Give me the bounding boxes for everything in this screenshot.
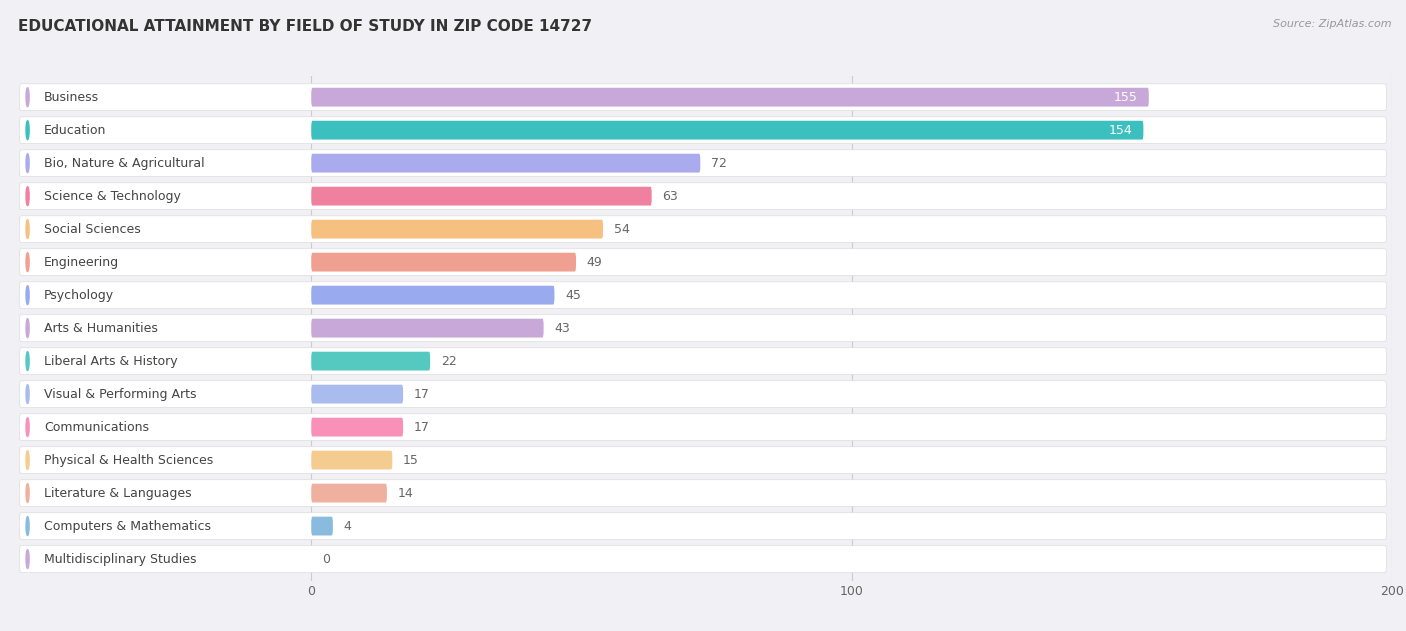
Circle shape <box>27 121 30 139</box>
FancyBboxPatch shape <box>311 451 392 469</box>
Text: Liberal Arts & History: Liberal Arts & History <box>44 355 177 368</box>
Text: Communications: Communications <box>44 421 149 433</box>
FancyBboxPatch shape <box>20 414 1386 440</box>
FancyBboxPatch shape <box>311 484 387 502</box>
FancyBboxPatch shape <box>25 351 284 370</box>
Text: Visual & Performing Arts: Visual & Performing Arts <box>44 387 197 401</box>
FancyBboxPatch shape <box>20 183 1386 209</box>
FancyBboxPatch shape <box>25 220 284 239</box>
Text: 54: 54 <box>614 223 630 235</box>
FancyBboxPatch shape <box>311 385 404 403</box>
Text: 43: 43 <box>554 322 571 334</box>
FancyBboxPatch shape <box>20 249 1386 276</box>
FancyBboxPatch shape <box>20 282 1386 309</box>
Text: 4: 4 <box>343 519 352 533</box>
Circle shape <box>27 187 30 206</box>
Text: 154: 154 <box>1109 124 1133 137</box>
Circle shape <box>27 451 30 469</box>
FancyBboxPatch shape <box>25 517 284 536</box>
FancyBboxPatch shape <box>25 550 284 569</box>
FancyBboxPatch shape <box>311 253 576 271</box>
Text: Arts & Humanities: Arts & Humanities <box>44 322 157 334</box>
FancyBboxPatch shape <box>311 121 1143 139</box>
Text: EDUCATIONAL ATTAINMENT BY FIELD OF STUDY IN ZIP CODE 14727: EDUCATIONAL ATTAINMENT BY FIELD OF STUDY… <box>18 19 592 34</box>
Text: Literature & Languages: Literature & Languages <box>44 487 191 500</box>
FancyBboxPatch shape <box>311 418 404 437</box>
Text: Engineering: Engineering <box>44 256 120 269</box>
FancyBboxPatch shape <box>25 187 284 206</box>
Text: Social Sciences: Social Sciences <box>44 223 141 235</box>
Text: Computers & Mathematics: Computers & Mathematics <box>44 519 211 533</box>
FancyBboxPatch shape <box>20 84 1386 110</box>
FancyBboxPatch shape <box>311 517 333 536</box>
Circle shape <box>27 154 30 172</box>
Text: 49: 49 <box>586 256 603 269</box>
Circle shape <box>27 319 30 338</box>
Text: 45: 45 <box>565 288 581 302</box>
Text: Multidisciplinary Studies: Multidisciplinary Studies <box>44 553 197 565</box>
FancyBboxPatch shape <box>20 117 1386 143</box>
Circle shape <box>27 286 30 305</box>
Circle shape <box>27 351 30 370</box>
FancyBboxPatch shape <box>20 480 1386 507</box>
FancyBboxPatch shape <box>25 253 284 271</box>
Text: 63: 63 <box>662 190 678 203</box>
Circle shape <box>27 253 30 271</box>
FancyBboxPatch shape <box>311 88 1149 107</box>
Text: 72: 72 <box>711 156 727 170</box>
FancyBboxPatch shape <box>20 216 1386 242</box>
Circle shape <box>27 517 30 536</box>
Text: Physical & Health Sciences: Physical & Health Sciences <box>44 454 214 466</box>
FancyBboxPatch shape <box>25 451 284 469</box>
Text: Bio, Nature & Agricultural: Bio, Nature & Agricultural <box>44 156 204 170</box>
Text: Science & Technology: Science & Technology <box>44 190 180 203</box>
FancyBboxPatch shape <box>25 88 284 107</box>
Text: Psychology: Psychology <box>44 288 114 302</box>
FancyBboxPatch shape <box>311 187 651 206</box>
Circle shape <box>27 385 30 403</box>
FancyBboxPatch shape <box>311 286 554 305</box>
FancyBboxPatch shape <box>20 447 1386 473</box>
FancyBboxPatch shape <box>20 315 1386 341</box>
Text: 14: 14 <box>398 487 413 500</box>
FancyBboxPatch shape <box>311 351 430 370</box>
FancyBboxPatch shape <box>25 286 284 305</box>
Circle shape <box>27 88 30 107</box>
Text: 0: 0 <box>322 553 330 565</box>
Circle shape <box>27 418 30 437</box>
FancyBboxPatch shape <box>20 150 1386 177</box>
FancyBboxPatch shape <box>25 154 284 172</box>
FancyBboxPatch shape <box>20 380 1386 408</box>
FancyBboxPatch shape <box>20 546 1386 572</box>
Circle shape <box>27 484 30 502</box>
Circle shape <box>27 550 30 569</box>
FancyBboxPatch shape <box>20 348 1386 374</box>
Text: 17: 17 <box>413 387 430 401</box>
FancyBboxPatch shape <box>311 154 700 172</box>
FancyBboxPatch shape <box>311 319 544 338</box>
FancyBboxPatch shape <box>25 418 284 437</box>
Text: Source: ZipAtlas.com: Source: ZipAtlas.com <box>1274 19 1392 29</box>
Text: Education: Education <box>44 124 107 137</box>
Text: 15: 15 <box>404 454 419 466</box>
FancyBboxPatch shape <box>25 385 284 403</box>
Text: 155: 155 <box>1114 91 1137 103</box>
FancyBboxPatch shape <box>25 121 284 139</box>
FancyBboxPatch shape <box>25 319 284 338</box>
Text: Business: Business <box>44 91 98 103</box>
Text: 22: 22 <box>441 355 457 368</box>
Text: 17: 17 <box>413 421 430 433</box>
FancyBboxPatch shape <box>25 484 284 502</box>
FancyBboxPatch shape <box>20 513 1386 540</box>
FancyBboxPatch shape <box>311 220 603 239</box>
Circle shape <box>27 220 30 239</box>
